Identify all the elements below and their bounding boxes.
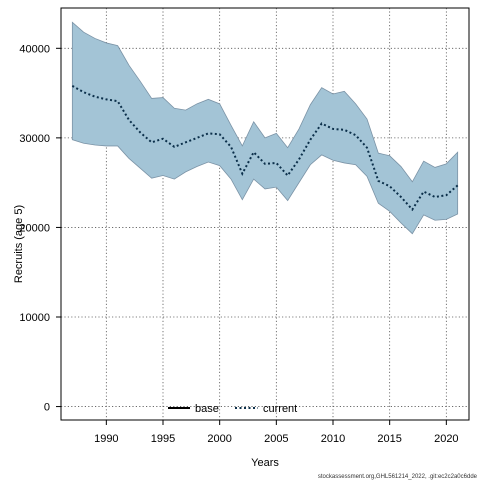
x-tick-label: 2000 <box>207 433 231 445</box>
current-series-line <box>71 85 459 212</box>
y-tick-label: 10000 <box>19 312 50 324</box>
plot-frame <box>60 7 470 421</box>
x-tick-label: 2005 <box>264 433 288 445</box>
y-tick-label: 30000 <box>19 133 50 145</box>
x-axis: 1990 1995 2000 2005 2010 2015 2020 <box>94 420 459 445</box>
legend-label-current: current <box>263 403 297 415</box>
x-tick-label: 1990 <box>94 433 118 445</box>
legend: base current <box>168 403 297 415</box>
y-axis: 0 10000 20000 30000 40000 <box>19 43 61 414</box>
x-tick-label: 1995 <box>151 433 175 445</box>
footer-text: stockassessment.org,GHL561214_2022, .git… <box>318 474 478 480</box>
y-tick-label: 0 <box>44 402 50 414</box>
confidence-band <box>71 21 459 235</box>
x-axis-title: Years <box>251 457 279 469</box>
x-tick-label: 2010 <box>321 433 345 445</box>
y-tick-label: 40000 <box>19 43 50 55</box>
y-axis-title: Recruits (age 5) <box>13 205 25 283</box>
x-tick-label: 2020 <box>434 433 458 445</box>
y-tick-label: 20000 <box>19 222 50 234</box>
legend-label-base: base <box>195 403 219 415</box>
x-tick-label: 2015 <box>377 433 401 445</box>
